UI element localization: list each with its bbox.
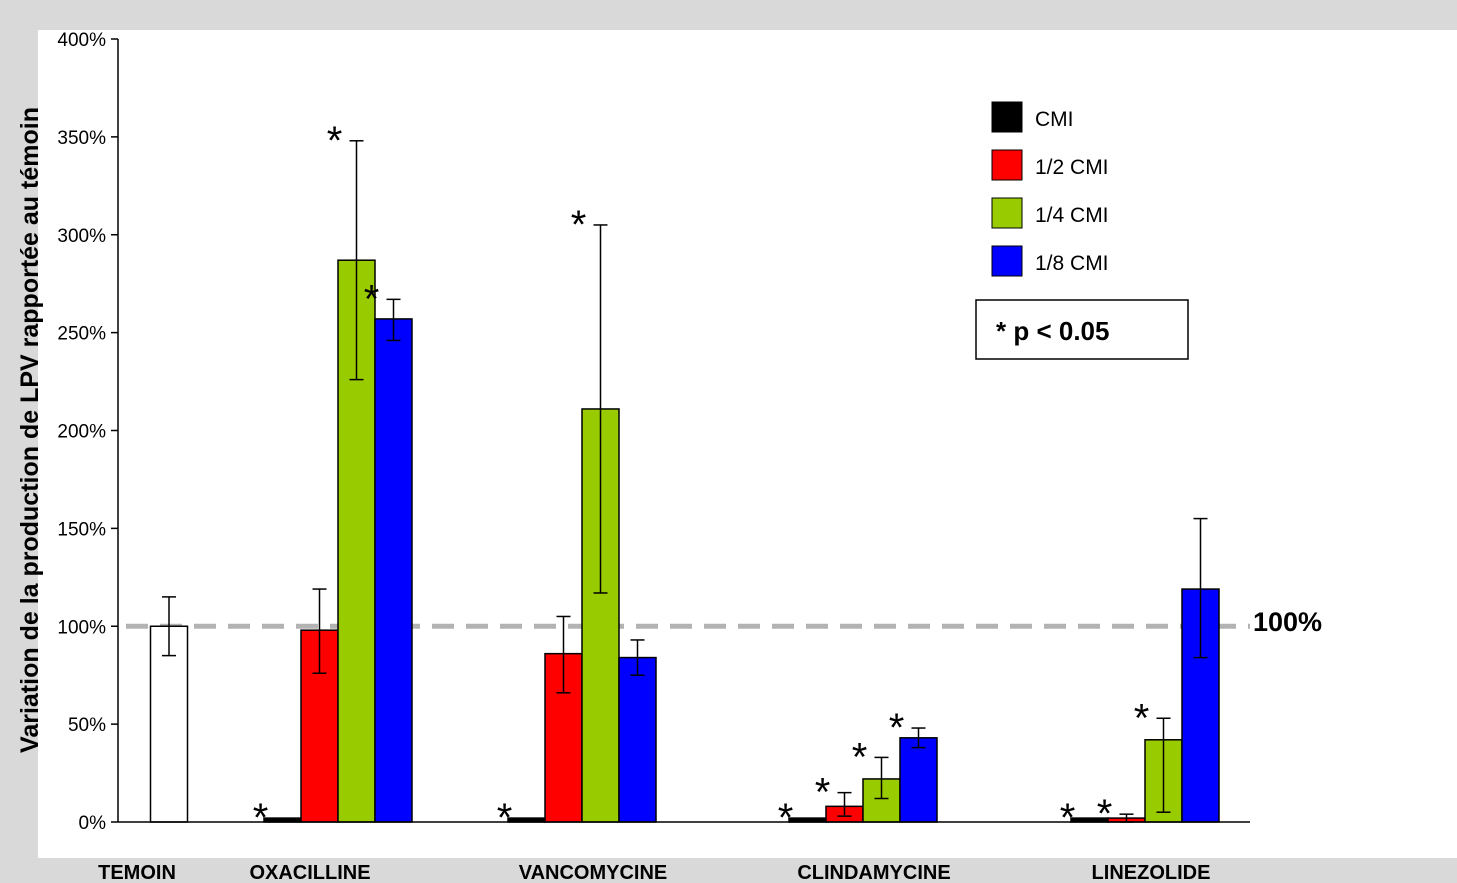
significance-star: * — [497, 796, 513, 840]
significance-star: * — [852, 735, 868, 779]
category-label: VANCOMYCINE — [519, 862, 668, 883]
y-tick-label: 400% — [57, 30, 106, 51]
legend-label: 1/2 CMI — [1035, 156, 1109, 179]
significance-star: * — [778, 796, 794, 840]
y-tick-label: 0% — [79, 813, 107, 834]
legend-label: CMI — [1035, 108, 1074, 131]
significance-star: * — [1134, 696, 1150, 740]
legend-swatch — [991, 197, 1023, 229]
significance-note-box — [975, 299, 1189, 360]
legend: CMI 1/2 CMI 1/4 CMI 1/8 CMI — [991, 101, 1109, 277]
bar — [899, 737, 938, 823]
significance-star: * — [327, 119, 343, 163]
category-label: CLINDAMYCINE — [797, 862, 950, 883]
significance-star: * — [1097, 792, 1113, 836]
category-label: TEMOIN — [98, 862, 176, 883]
y-tick-label: 50% — [68, 715, 106, 736]
ticks-layer: 0% 50% 100% 150% 200% 250% 300% 350% 400% — [57, 30, 118, 834]
category-label: LINEZOLIDE — [1092, 862, 1211, 883]
y-tick-label: 150% — [57, 519, 106, 540]
significance-star: * — [889, 706, 905, 750]
legend-swatch — [991, 245, 1023, 277]
significance-note-text: * p < 0.05 — [996, 316, 1109, 346]
significance-star: * — [815, 771, 831, 815]
y-tick-label: 350% — [57, 128, 106, 149]
significance-star: * — [571, 203, 587, 247]
category-label: OXACILLINE — [249, 862, 370, 883]
legend-label: 1/8 CMI — [1035, 252, 1109, 275]
y-tick-label: 200% — [57, 422, 106, 443]
significance-star: * — [1060, 796, 1076, 840]
significance-note: * p < 0.05 — [975, 299, 1189, 360]
y-tick-label: 250% — [57, 324, 106, 345]
category-labels-layer: TEMOIN OXACILLINE VANCOMYCINE CLINDAMYCINE L… — [98, 862, 1210, 883]
ref-line-label: 100% — [1253, 607, 1322, 637]
significance-star: * — [253, 796, 269, 840]
significance-star: * — [364, 277, 380, 321]
legend-swatch — [991, 149, 1023, 181]
legend-swatch — [991, 101, 1023, 133]
significance-layer: * * * * * * * * * * * * — [253, 119, 1150, 840]
legend-label: 1/4 CMI — [1035, 204, 1109, 227]
y-axis-label: Variation de la production de LPV rappor… — [16, 107, 44, 753]
bars-layer — [149, 140, 1220, 823]
bar — [618, 656, 657, 823]
y-tick-label: 100% — [57, 617, 106, 638]
y-tick-label: 300% — [57, 226, 106, 247]
bar — [374, 318, 413, 823]
plot-area — [38, 30, 1457, 858]
